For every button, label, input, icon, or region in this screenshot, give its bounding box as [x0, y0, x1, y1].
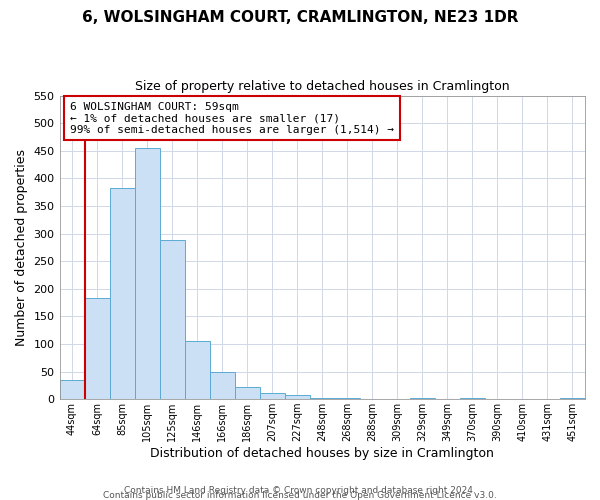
Bar — [110, 188, 134, 399]
Bar — [410, 398, 435, 399]
Text: 6 WOLSINGHAM COURT: 59sqm
← 1% of detached houses are smaller (17)
99% of semi-d: 6 WOLSINGHAM COURT: 59sqm ← 1% of detach… — [70, 102, 394, 135]
Bar — [209, 372, 235, 399]
Bar — [185, 341, 209, 399]
Y-axis label: Number of detached properties: Number of detached properties — [15, 149, 28, 346]
Bar — [560, 398, 585, 399]
Title: Size of property relative to detached houses in Cramlington: Size of property relative to detached ho… — [135, 80, 509, 93]
Bar — [235, 387, 260, 399]
Bar — [160, 240, 185, 399]
X-axis label: Distribution of detached houses by size in Cramlington: Distribution of detached houses by size … — [151, 447, 494, 460]
Bar — [460, 398, 485, 399]
Text: Contains HM Land Registry data © Crown copyright and database right 2024.: Contains HM Land Registry data © Crown c… — [124, 486, 476, 495]
Text: 6, WOLSINGHAM COURT, CRAMLINGTON, NE23 1DR: 6, WOLSINGHAM COURT, CRAMLINGTON, NE23 1… — [82, 10, 518, 25]
Bar — [285, 395, 310, 399]
Text: Contains public sector information licensed under the Open Government Licence v3: Contains public sector information licen… — [103, 491, 497, 500]
Bar — [134, 148, 160, 399]
Bar — [310, 398, 335, 399]
Bar — [335, 398, 360, 399]
Bar — [260, 392, 285, 399]
Bar — [85, 298, 110, 399]
Bar — [59, 380, 85, 399]
